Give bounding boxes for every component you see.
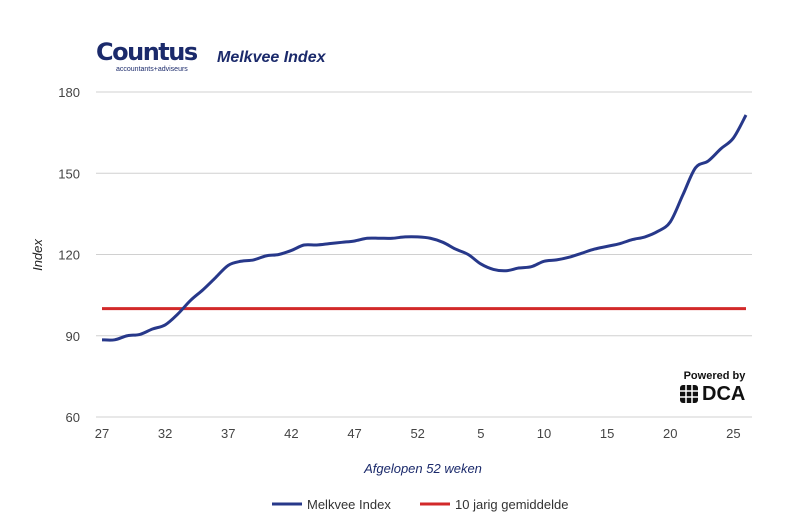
x-tick-label: 32 — [158, 426, 172, 441]
x-tick-label: 20 — [663, 426, 677, 441]
x-tick-label: 52 — [410, 426, 424, 441]
x-axis-title: Afgelopen 52 weken — [363, 461, 482, 476]
chart-title: Melkvee Index — [217, 49, 326, 66]
y-axis-title: Index — [30, 239, 45, 271]
x-tick-label: 27 — [95, 426, 109, 441]
logo-tagline: accountants+adviseurs — [116, 66, 188, 73]
y-tick-label: 180 — [58, 85, 80, 100]
x-tick-label: 37 — [221, 426, 235, 441]
legend-label-melkvee-index: Melkvee Index — [307, 497, 391, 512]
x-tick-label: 47 — [347, 426, 361, 441]
y-tick-label: 150 — [58, 166, 80, 181]
x-tick-label: 5 — [477, 426, 484, 441]
melkvee-index-line — [101, 114, 748, 342]
countus-logo: Countus accountants+adviseurs — [96, 38, 198, 74]
dca-grid-icon — [680, 385, 698, 403]
x-tick-label: 10 — [537, 426, 551, 441]
powered-by-text: Powered by — [683, 370, 746, 382]
x-tick-label: 15 — [600, 426, 614, 441]
y-tick-label: 120 — [58, 248, 80, 263]
x-tick-label: 25 — [726, 426, 740, 441]
x-tick-label: 42 — [284, 426, 298, 441]
legend-label-10-jarig-gemiddelde: 10 jarig gemiddelde — [455, 497, 568, 512]
dca-text: DCA — [702, 383, 746, 405]
logo-text: Countus — [96, 38, 198, 66]
y-tick-label: 90 — [66, 329, 80, 344]
dca-logo: Powered by DCA — [680, 370, 745, 405]
y-tick-label: 60 — [66, 410, 80, 425]
